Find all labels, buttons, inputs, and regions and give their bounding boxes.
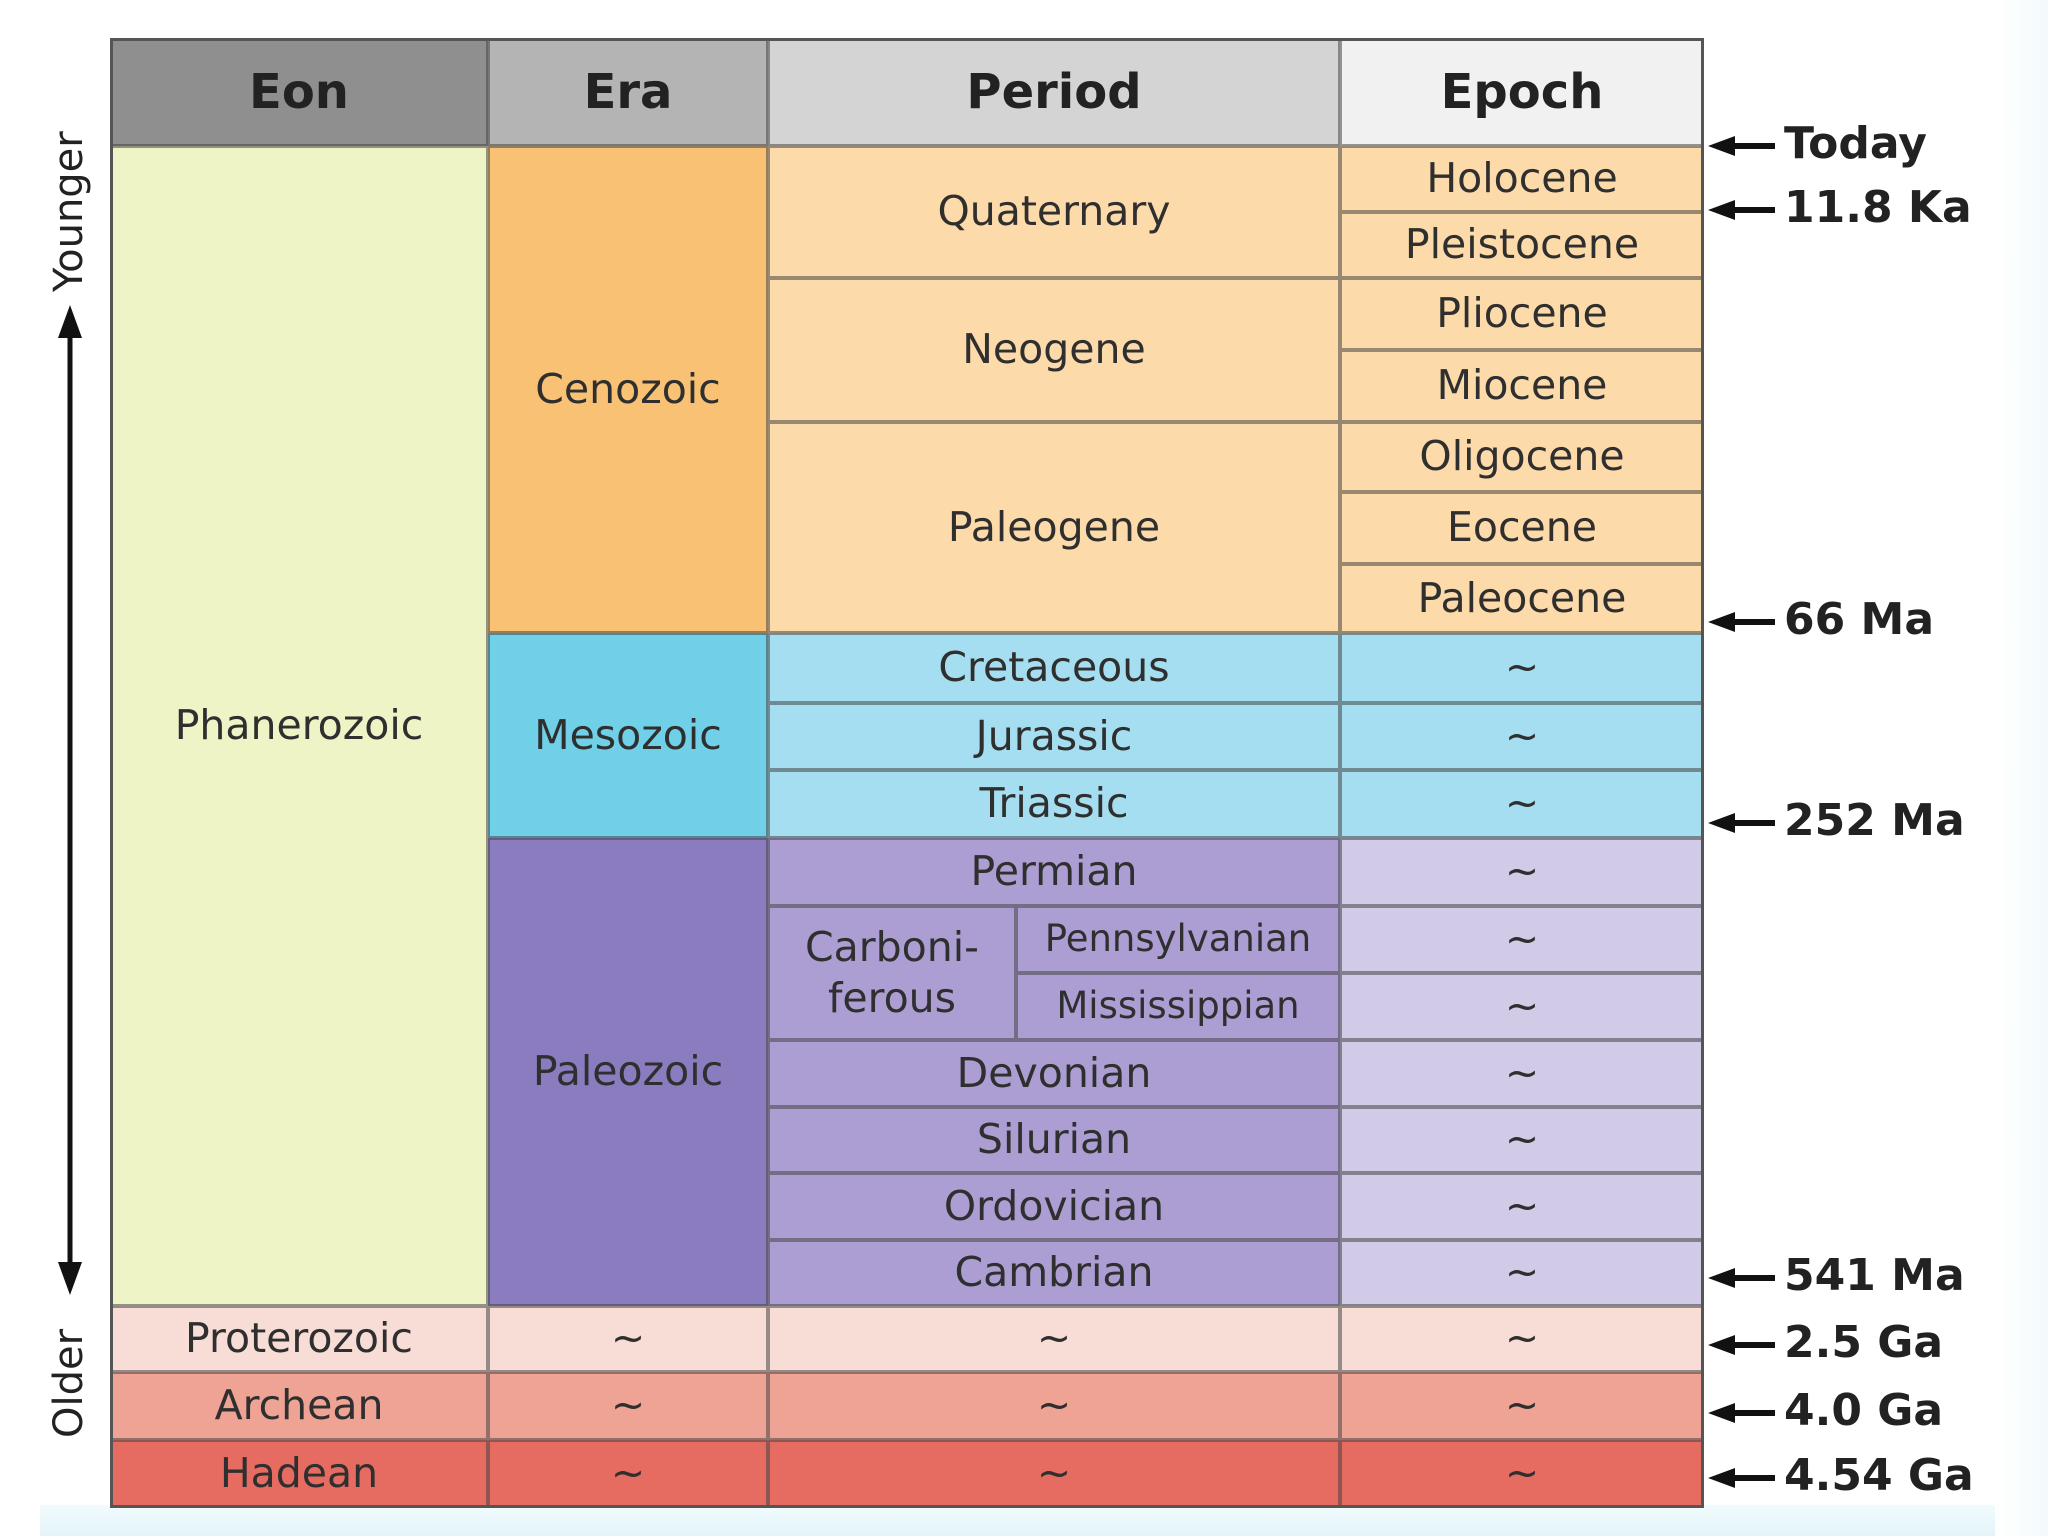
boundary-label: Today [1784,118,1927,169]
epoch-placeholder: ~ [1340,1173,1704,1240]
epoch-placeholder: ~ [1340,633,1704,703]
period-triassic: Triassic [768,770,1340,838]
epoch-placeholder: ~ [1340,973,1704,1040]
period-ordovician: Ordovician [768,1173,1340,1240]
period-placeholder: ~ [768,1440,1340,1508]
era-placeholder: ~ [488,1440,768,1508]
era-mesozoic: Mesozoic [488,633,768,838]
period-devonian: Devonian [768,1040,1340,1107]
era-placeholder: ~ [488,1306,768,1372]
boundary-arrow-head [1708,1335,1735,1355]
boundary-arrow-head [1708,612,1735,632]
epoch-placeholder: ~ [1340,1306,1704,1372]
epoch-pleistocene: Pleistocene [1340,212,1704,278]
boundary-arrow-head [1708,136,1735,156]
time-arrow-up-head [58,305,82,338]
period-paleogene: Paleogene [768,422,1340,633]
boundary-label: 66 Ma [1784,594,1935,645]
boundary-label: 11.8 Ka [1784,182,1972,233]
period-placeholder: ~ [768,1372,1340,1440]
boundary-label: 2.5 Ga [1784,1317,1944,1368]
boundary-arrow-head [1708,813,1735,833]
epoch-placeholder: ~ [1340,1040,1704,1107]
era-cenozoic: Cenozoic [488,146,768,633]
era-placeholder: ~ [488,1372,768,1440]
background-band-bottom [40,1505,2020,1536]
epoch-placeholder: ~ [1340,703,1704,770]
epoch-paleocene: Paleocene [1340,564,1704,633]
era-paleozoic: Paleozoic [488,838,768,1306]
period-jurassic: Jurassic [768,703,1340,770]
epoch-pliocene: Pliocene [1340,278,1704,350]
boundary-arrow-head [1708,1268,1735,1288]
period-placeholder: ~ [768,1306,1340,1372]
period-quaternary: Quaternary [768,146,1340,278]
eon-archean: Archean [110,1372,488,1440]
period-cambrian: Cambrian [768,1240,1340,1306]
boundary-label: 4.0 Ga [1784,1385,1944,1436]
period-silurian: Silurian [768,1107,1340,1173]
epoch-placeholder: ~ [1340,838,1704,906]
boundary-arrow-head [1708,1403,1735,1423]
boundary-label: 252 Ma [1784,795,1965,846]
period-carboniferous: Carboni- ferous [768,906,1016,1040]
subperiod-pennsylvanian: Pennsylvanian [1016,906,1340,973]
eon-phanerozoic: Phanerozoic [110,146,488,1306]
epoch-placeholder: ~ [1340,1107,1704,1173]
boundary-arrow-head [1708,1468,1735,1488]
subperiod-mississippian: Mississippian [1016,973,1340,1040]
epoch-placeholder: ~ [1340,770,1704,838]
period-cretaceous: Cretaceous [768,633,1340,703]
background-band-right [1995,0,2048,1536]
epoch-eocene: Eocene [1340,492,1704,564]
period-neogene: Neogene [768,278,1340,422]
epoch-placeholder: ~ [1340,906,1704,973]
time-arrow-down-head [58,1262,82,1295]
header-period: Period [768,38,1340,146]
epoch-placeholder: ~ [1340,1372,1704,1440]
boundary-label: 4.54 Ga [1784,1450,1974,1501]
epoch-placeholder: ~ [1340,1240,1704,1306]
period-permian: Permian [768,838,1340,906]
epoch-miocene: Miocene [1340,350,1704,422]
header-epoch: Epoch [1340,38,1704,146]
epoch-oligocene: Oligocene [1340,422,1704,492]
epoch-holocene: Holocene [1340,146,1704,212]
boundary-arrow-head [1708,200,1735,220]
boundary-label: 541 Ma [1784,1250,1965,1301]
